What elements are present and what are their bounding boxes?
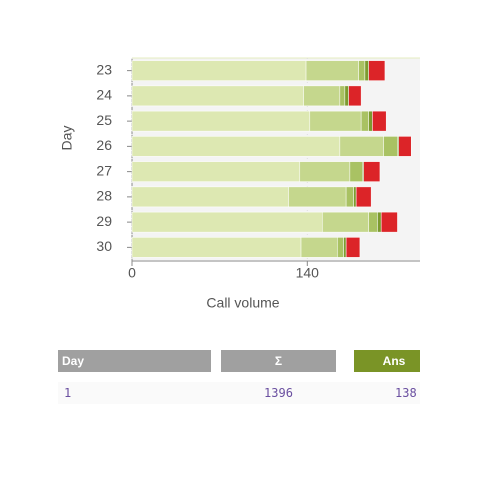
bar-segment	[300, 237, 338, 258]
y-axis-label: Day	[59, 126, 75, 151]
chart: Day Call volume 0 140 23 24 25 26 27 28 29 30	[59, 57, 420, 311]
bar-segment	[358, 60, 366, 81]
bar-segment	[398, 136, 412, 157]
header-cell[interactable]: Day	[58, 350, 211, 372]
bar-segment	[131, 85, 304, 107]
y-tick-label: 30	[96, 238, 112, 254]
x-axis-label: Call volume	[206, 295, 279, 311]
bar-segment	[131, 60, 307, 81]
bar-segment	[364, 60, 369, 81]
bar-segment	[377, 211, 382, 233]
bar-segment	[343, 237, 347, 258]
cell: 138	[395, 386, 417, 400]
y-tick-label: 23	[96, 61, 112, 77]
y-tick-label: 25	[96, 112, 112, 128]
bar-segment	[368, 211, 378, 233]
bar-segment	[363, 161, 381, 182]
bar-segment	[309, 110, 362, 132]
bar-segment	[344, 85, 349, 107]
bar-segment	[322, 211, 369, 233]
bar-segment	[348, 85, 362, 107]
bar-segment	[349, 161, 363, 182]
y-tick-label: 27	[96, 162, 112, 178]
bar-segment	[131, 136, 341, 157]
bar-segment	[131, 211, 323, 233]
x-tick-label: 140	[296, 265, 320, 281]
bar-segment	[337, 237, 344, 258]
header-cell[interactable]: Σ	[221, 350, 336, 372]
y-tick-label: 26	[96, 137, 112, 153]
table: Day Σ Ans 1 1396 138	[58, 350, 420, 410]
bar-segment	[339, 85, 346, 107]
bar-segment	[368, 60, 386, 81]
bar-segment	[131, 161, 301, 182]
cell: 1396	[264, 386, 293, 400]
row	[58, 382, 420, 404]
bar-segment	[345, 237, 361, 258]
bar-segment	[131, 186, 289, 208]
y-tick-label: 24	[96, 87, 112, 103]
bar-segment	[303, 85, 341, 107]
bar-segment	[372, 110, 387, 132]
header-cell[interactable]: Ans	[354, 350, 420, 372]
bar-segment	[299, 161, 351, 182]
bar-segment	[339, 136, 384, 157]
bar-segment	[305, 60, 359, 81]
bar-segment	[380, 211, 398, 233]
bar-segment	[131, 110, 311, 132]
y-tick-label: 29	[96, 213, 112, 229]
y-tick-label: 28	[96, 188, 112, 204]
x-tick-label: 0	[128, 265, 136, 281]
bar-segment	[353, 186, 357, 208]
cell: 1	[64, 386, 72, 400]
bar-segment	[131, 237, 302, 258]
bar-segment	[355, 186, 372, 208]
bar-segment	[288, 186, 347, 208]
bar-segment	[345, 186, 354, 208]
bar-segment	[360, 110, 369, 132]
bar-segment	[368, 110, 373, 132]
bar-segment	[383, 136, 398, 157]
